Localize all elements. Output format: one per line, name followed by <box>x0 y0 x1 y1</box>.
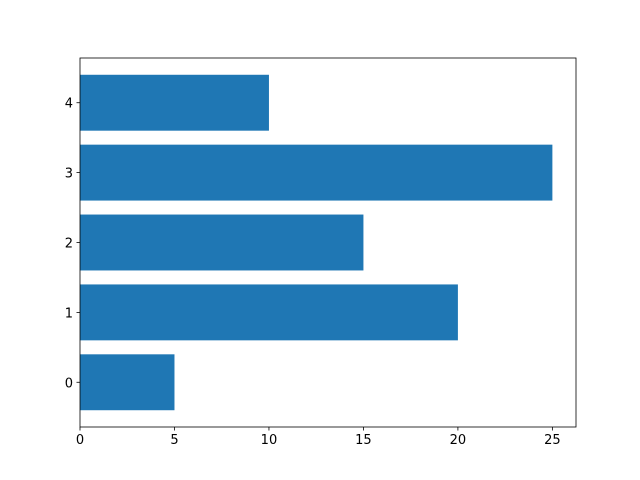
y-tick-label: 4 <box>65 97 73 112</box>
y-tick-label: 2 <box>65 237 73 252</box>
x-tick-label: 10 <box>261 433 278 448</box>
x-tick-label: 0 <box>76 433 84 448</box>
bar <box>80 354 175 411</box>
x-tick-label: 15 <box>355 433 372 448</box>
bar <box>80 74 269 131</box>
x-tick-label: 5 <box>170 433 178 448</box>
y-tick-label: 1 <box>65 306 73 321</box>
y-tick-label: 0 <box>65 376 73 391</box>
plot-frame <box>79 57 577 428</box>
bar <box>80 284 458 341</box>
x-tick-label: 25 <box>544 433 561 448</box>
x-tick-label: 20 <box>450 433 467 448</box>
bar <box>80 144 553 201</box>
y-tick-label: 3 <box>65 167 73 182</box>
bar <box>80 214 364 271</box>
